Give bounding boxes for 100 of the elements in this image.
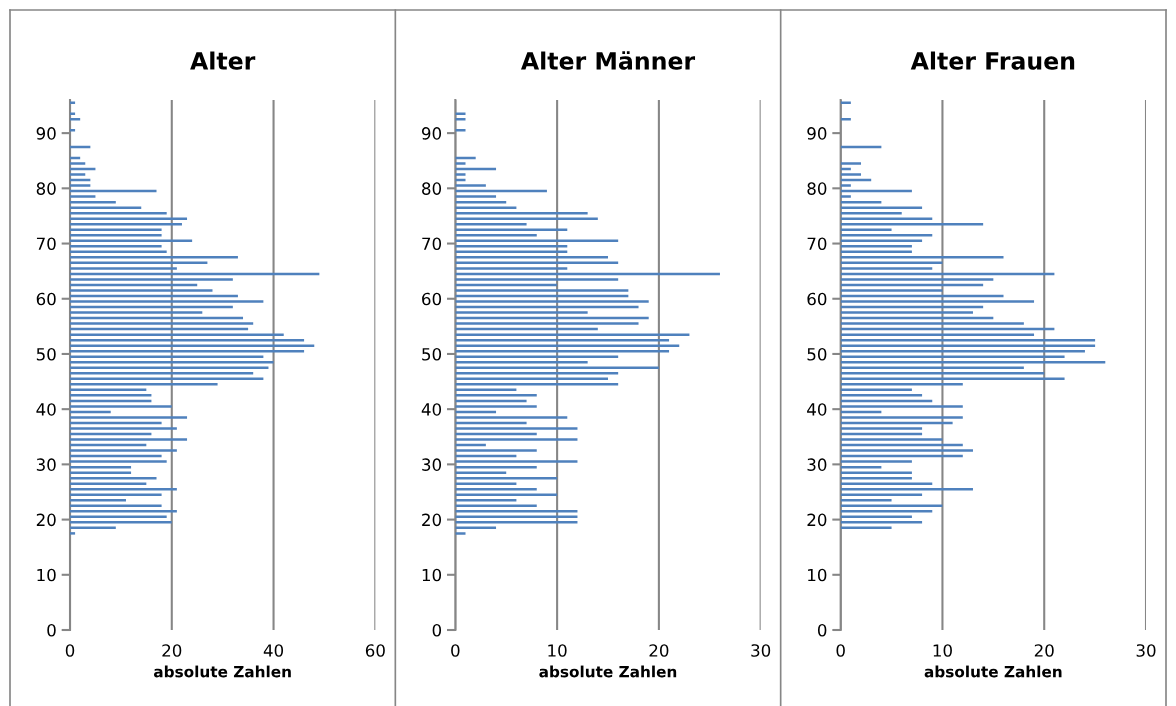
y-tick-label: 50 <box>36 347 56 361</box>
bar <box>840 394 923 397</box>
bar <box>455 405 537 408</box>
bar <box>70 372 254 375</box>
bar <box>70 206 142 209</box>
bar <box>840 217 933 220</box>
bar <box>70 427 177 430</box>
bar <box>455 471 507 474</box>
y-tick-label: 90 <box>807 127 827 140</box>
bar <box>840 510 933 513</box>
y-tick-label: 40 <box>36 403 56 416</box>
bar <box>455 129 466 132</box>
bar <box>840 355 1065 358</box>
bar <box>840 256 1004 259</box>
y-tick-label: 60 <box>36 292 56 306</box>
bar <box>840 482 933 485</box>
bar <box>70 532 76 535</box>
bar <box>840 162 862 165</box>
bar <box>840 344 1096 347</box>
bar <box>455 228 568 231</box>
bar <box>455 344 680 347</box>
bar <box>455 311 588 314</box>
bar <box>455 162 466 165</box>
x-tick-label: 60 <box>365 644 385 657</box>
x-tick-label: 0 <box>836 644 845 657</box>
bar <box>70 256 238 259</box>
bar <box>455 267 568 270</box>
bar <box>840 278 994 281</box>
bar <box>70 438 188 441</box>
x-axis-title: absolute Zahlen <box>153 665 291 678</box>
x-tick-label: 20 <box>1034 644 1054 657</box>
bar <box>840 460 912 463</box>
bar <box>840 499 892 502</box>
bar <box>70 449 177 452</box>
y-tick-label: 30 <box>36 458 56 471</box>
bar <box>70 162 86 165</box>
bar <box>70 300 264 303</box>
bar <box>70 195 96 198</box>
chart-title: Alter <box>190 51 256 70</box>
y-tick-label: 30 <box>807 458 827 471</box>
y-tick-label: 40 <box>807 403 827 416</box>
bar <box>840 173 862 176</box>
bar <box>840 521 923 524</box>
bar <box>455 289 629 292</box>
x-tick-label: 0 <box>451 644 460 657</box>
bar <box>455 173 466 176</box>
bar <box>455 449 537 452</box>
y-tick-label: 20 <box>807 513 827 527</box>
bar <box>70 311 203 314</box>
y-tick-label: 80 <box>807 182 827 195</box>
bar <box>70 289 213 292</box>
bar <box>840 206 923 209</box>
bar <box>840 493 923 496</box>
bar <box>840 438 943 441</box>
bar <box>70 322 254 325</box>
y-tick-label: 40 <box>421 403 442 416</box>
bar <box>455 394 537 397</box>
y-tick-label: 80 <box>422 182 442 195</box>
bar <box>70 184 91 187</box>
y-tick-label: 10 <box>808 568 827 582</box>
bar <box>455 438 578 441</box>
bar <box>70 228 162 231</box>
y-tick-label: 60 <box>422 292 442 306</box>
bar <box>70 394 152 397</box>
bar <box>840 405 963 408</box>
bar <box>70 278 233 281</box>
bar <box>70 344 315 347</box>
bar <box>840 372 1045 375</box>
y-tick-label: 70 <box>422 237 442 251</box>
bar <box>455 245 568 248</box>
bar <box>455 532 466 535</box>
y-tick-label: 20 <box>36 513 56 527</box>
y-tick-label: 80 <box>36 182 56 195</box>
bar <box>840 245 912 248</box>
bar <box>455 427 578 430</box>
bar <box>455 521 578 524</box>
y-tick-label: 10 <box>37 568 56 582</box>
y-tick-label: 30 <box>422 458 442 471</box>
bar <box>840 322 1024 325</box>
y-tick-label: 50 <box>422 347 442 361</box>
chart-title: Alter Frauen <box>910 51 1075 70</box>
bar <box>70 383 218 386</box>
y-tick-label: 50 <box>807 347 827 361</box>
bar <box>70 333 284 336</box>
y-tick-label: 70 <box>36 237 56 251</box>
y-tick-label: 0 <box>432 623 442 637</box>
y-tick-label: 90 <box>421 127 442 140</box>
x-tick-label: 20 <box>649 644 669 657</box>
bar <box>840 427 923 430</box>
bar <box>455 118 466 121</box>
bar <box>840 267 933 270</box>
bar <box>455 278 619 281</box>
x-tick-label: 10 <box>548 644 567 657</box>
bar <box>70 355 264 358</box>
bar <box>455 510 578 513</box>
x-axis-title: absolute Zahlen <box>924 665 1062 678</box>
bar <box>70 416 188 419</box>
bar <box>455 300 649 303</box>
bar <box>70 405 172 408</box>
x-tick-label: 20 <box>162 644 182 657</box>
